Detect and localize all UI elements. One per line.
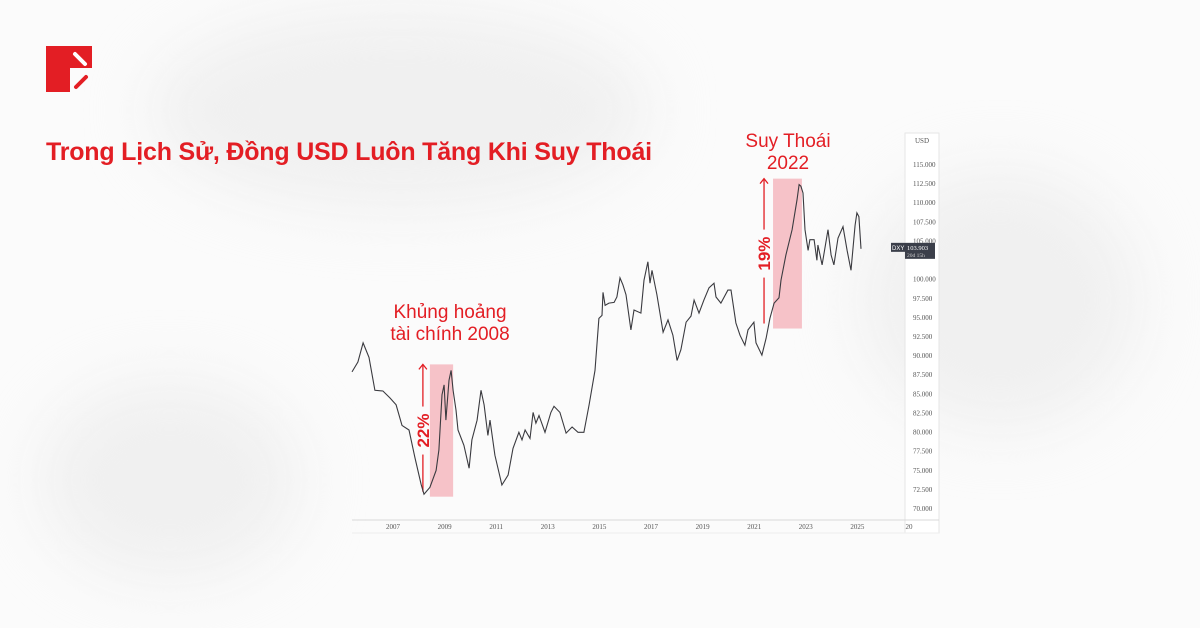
y-tick-label: 105.000	[913, 237, 936, 245]
page-title: Trong Lịch Sử, Đồng USD Luôn Tăng Khi Su…	[46, 138, 652, 166]
x-tick-label: 2009	[438, 523, 453, 531]
last-price-tag	[905, 242, 935, 259]
y-tick-label: 80.000	[913, 429, 933, 437]
y-tick-label: 82.500	[913, 409, 933, 417]
symbol-label: DXY	[892, 246, 904, 252]
y-tick-label: 72.500	[913, 486, 933, 494]
annotation-2022-line1: Suy Thoái	[745, 131, 831, 152]
x-tick-label: 20	[906, 523, 914, 531]
brand-logo	[46, 46, 92, 92]
y-tick-label: 97.500	[913, 295, 933, 303]
x-tick-label: 2021	[747, 523, 762, 531]
y-axis-label: USD	[915, 137, 929, 145]
y-tick-label: 112.500	[913, 180, 936, 188]
x-tick-label: 2011	[489, 523, 503, 531]
y-tick-label: 90.000	[913, 352, 933, 360]
symbol-tag	[891, 242, 905, 252]
y-tick-label: 85.000	[913, 390, 933, 398]
x-tick-label: 2023	[799, 523, 814, 531]
last-price-value: 103.903	[907, 245, 928, 252]
arrow-up-icon	[759, 177, 769, 185]
bar-countdown: 20d 15h	[907, 253, 925, 259]
y-tick-label: 75.000	[913, 467, 933, 475]
annotation-2022-line2: 2022	[766, 153, 810, 174]
highlight-band-recession_2022	[773, 178, 802, 329]
y-tick-label: 107.500	[913, 218, 936, 226]
x-tick-label: 2019	[696, 523, 711, 531]
annotation-2008: Khủng hoảng tài chính 2008	[370, 302, 530, 346]
y-tick-label: 87.500	[913, 371, 933, 379]
annotation-2022: Suy Thoái 2022	[718, 131, 858, 175]
y-tick-label: 95.000	[913, 314, 933, 322]
arrow-up-icon	[418, 363, 428, 370]
annotation-2008-line2: tài chính 2008	[390, 324, 510, 345]
x-tick-label: 2017	[644, 523, 659, 531]
y-tick-label: 77.500	[913, 448, 933, 456]
y-tick-label: 70.000	[913, 505, 933, 513]
y-tick-label: 100.000	[913, 276, 936, 284]
x-tick-label: 2013	[541, 523, 556, 531]
x-tick-label: 2025	[850, 523, 865, 531]
y-tick-label: 110.000	[913, 199, 936, 207]
y-axis-panel	[904, 132, 940, 534]
x-tick-label: 2015	[592, 523, 607, 531]
annotation-2008-line1: Khủng hoảng	[393, 302, 507, 323]
background-shape	[150, 10, 650, 210]
percent-change-label: 22%	[414, 414, 433, 448]
x-tick-label: 2007	[386, 523, 401, 531]
y-tick-label: 115.000	[913, 161, 936, 169]
background-shape	[40, 380, 300, 580]
dxy-price-line	[351, 183, 862, 496]
y-tick-label: 92.500	[913, 333, 933, 341]
percent-change-label: 19%	[755, 237, 774, 271]
